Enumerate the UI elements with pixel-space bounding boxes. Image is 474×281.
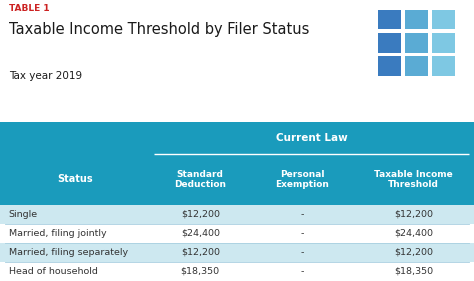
Text: Status: Status <box>57 175 92 184</box>
Text: $24,400: $24,400 <box>394 229 433 238</box>
Text: $12,200: $12,200 <box>394 210 433 219</box>
Text: Married, filing separately: Married, filing separately <box>9 248 128 257</box>
Text: Tax year 2019: Tax year 2019 <box>9 71 82 81</box>
Text: TPC: TPC <box>395 93 449 117</box>
Text: -: - <box>301 229 304 238</box>
Bar <box>405 33 428 53</box>
Bar <box>378 10 401 29</box>
Text: $18,350: $18,350 <box>181 267 220 276</box>
Text: -: - <box>301 248 304 257</box>
Text: $18,350: $18,350 <box>394 267 433 276</box>
Text: TABLE 1: TABLE 1 <box>9 4 50 13</box>
Bar <box>149 154 251 205</box>
Bar <box>405 10 428 29</box>
Bar <box>0 262 474 281</box>
Bar <box>0 122 149 205</box>
Bar <box>378 56 401 76</box>
Bar <box>432 10 455 29</box>
Text: Current Law: Current Law <box>276 133 347 143</box>
Bar <box>251 154 353 205</box>
Text: Head of household: Head of household <box>9 267 98 276</box>
Bar <box>432 56 455 76</box>
Text: Taxable Income Threshold by Filer Status: Taxable Income Threshold by Filer Status <box>9 22 310 37</box>
Text: Personal
Exemption: Personal Exemption <box>275 170 329 189</box>
Text: Standard
Deduction: Standard Deduction <box>174 170 226 189</box>
Bar <box>405 56 428 76</box>
Text: Married, filing jointly: Married, filing jointly <box>9 229 106 238</box>
Text: $12,200: $12,200 <box>181 248 220 257</box>
Bar <box>149 122 474 154</box>
Text: $24,400: $24,400 <box>181 229 220 238</box>
Text: -: - <box>301 267 304 276</box>
Bar <box>432 33 455 53</box>
Text: Single: Single <box>9 210 37 219</box>
Text: Taxable Income
Threshold: Taxable Income Threshold <box>374 170 453 189</box>
Bar <box>0 205 474 224</box>
Text: $12,200: $12,200 <box>394 248 433 257</box>
Text: $12,200: $12,200 <box>181 210 220 219</box>
Bar <box>378 33 401 53</box>
Bar <box>0 224 474 243</box>
Bar <box>0 243 474 262</box>
Text: -: - <box>301 210 304 219</box>
Bar <box>353 154 474 205</box>
